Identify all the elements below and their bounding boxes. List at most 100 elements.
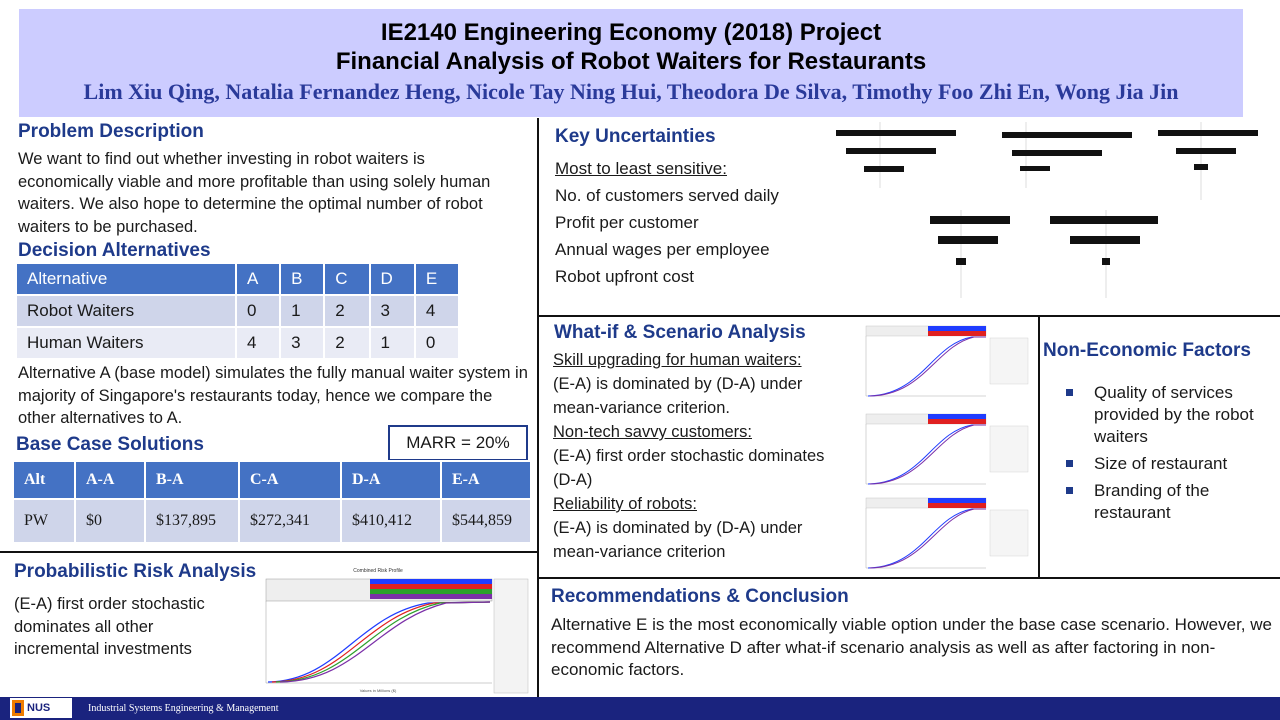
table-row: PW $0 $137,895 $272,341 $410,412 $544,85… [12, 498, 532, 544]
nus-logo-text: NUS [27, 702, 50, 714]
list-item: Size of restaurant [1062, 453, 1262, 475]
table-cell: 3 [279, 326, 326, 360]
table-cell: 1 [368, 326, 416, 360]
tornado-charts [836, 122, 1258, 298]
whatif-charts [852, 320, 1032, 574]
whatif-text: (E-A) is dominated by (D-A) under mean-v… [553, 375, 803, 417]
tornado-chart-5 [1050, 210, 1158, 298]
poster-authors: Lim Xiu Qing, Natalia Fernandez Heng, Ni… [83, 79, 1179, 104]
basecase-header-cell: A-A [74, 460, 146, 500]
series-bar-3 [370, 589, 492, 594]
basecase-header-cell: D-A [340, 460, 442, 500]
table-cell: $272,341 [238, 498, 342, 544]
table-cell: $410,412 [340, 498, 442, 544]
whatif-chart-1 [852, 320, 1032, 402]
table-row: Robot Waiters 0 1 2 3 4 [15, 294, 461, 328]
divider-recommendations [537, 577, 1280, 579]
table-cell: 0 [234, 294, 282, 328]
decision-header-cell: C [323, 262, 371, 296]
whatif-text: (E-A) first order stochastic dominates (… [553, 447, 825, 489]
table-cell: 2 [323, 326, 371, 360]
chart-stats-panel [493, 578, 529, 694]
table-cell: Human Waiters [15, 326, 237, 360]
list-item: Annual wages per employee [555, 240, 770, 259]
series-line-4 [279, 601, 491, 683]
poster-title-line1: IE2140 Engineering Economy (2018) Projec… [380, 19, 882, 46]
list-item: Profit per customer [555, 213, 699, 232]
risk-profile-chart: Combined Risk Profile Values in Millions… [258, 565, 530, 695]
decision-header-cell: E [413, 262, 461, 296]
decision-table-header: Alternative A B C D E [15, 262, 461, 296]
divider-risk [0, 551, 538, 553]
nonecon-item: Size of restaurant [1094, 454, 1228, 473]
chart-x-label: Values in Millions ($) [360, 688, 397, 693]
tornado-chart-4 [930, 210, 1010, 298]
table-cell: 2 [323, 294, 371, 328]
basecase-header-cell: C-A [238, 460, 342, 500]
table-cell: $0 [74, 498, 146, 544]
decision-note: Alternative A (base model) simulates the… [18, 364, 528, 427]
decision-title: Decision Alternatives [18, 240, 211, 261]
footer-text: Industrial Systems Engineering & Managem… [88, 703, 279, 714]
decision-header-cell: D [368, 262, 416, 296]
table-cell: Robot Waiters [15, 294, 237, 328]
decision-table: Alternative A B C D E Robot Waiters 0 1 … [15, 262, 461, 360]
series-line-2 [271, 601, 491, 683]
risk-text: (E-A) first order stochastic dominates a… [14, 595, 205, 658]
basecase-header-cell: Alt [12, 460, 76, 500]
series-line-3 [275, 601, 491, 683]
problem-title: Problem Description [18, 121, 204, 142]
nus-logo: NUS [10, 698, 72, 718]
table-cell: 0 [413, 326, 461, 360]
list-item: No. of customers served daily [555, 186, 779, 205]
decision-header-cell: B [279, 262, 326, 296]
divider-nonecon [1038, 316, 1040, 578]
tornado-chart-2 [1002, 122, 1132, 188]
nonecon-item: Quality of services provided by the robo… [1094, 383, 1254, 446]
tornado-chart-3 [1158, 122, 1258, 200]
whatif-heading: Non-tech savvy customers: [553, 423, 752, 441]
bullet-icon [1066, 389, 1073, 396]
uncertainties-subtitle: Most to least sensitive: [555, 159, 727, 178]
risk-title: Probabilistic Risk Analysis [14, 561, 257, 582]
series-bar-4 [370, 594, 492, 599]
table-cell: 3 [368, 294, 416, 328]
whatif-chart-3 [852, 492, 1032, 574]
recommendations-title: Recommendations & Conclusion [551, 586, 849, 607]
list-item: Quality of services provided by the robo… [1062, 382, 1262, 448]
series-line-1 [267, 601, 491, 683]
nonecon-title: Non-Economic Factors [1043, 340, 1251, 361]
uncertainties-list: Most to least sensitive: No. of customer… [555, 155, 779, 290]
bullet-icon [1066, 487, 1073, 494]
whatif-chart-2 [852, 408, 1032, 490]
table-row: Human Waiters 4 3 2 1 0 [15, 326, 461, 360]
uncertainties-title: Key Uncertainties [555, 126, 716, 147]
table-cell: 4 [234, 326, 282, 360]
whatif-heading: Reliability of robots: [553, 495, 697, 513]
poster-header: IE2140 Engineering Economy (2018) Projec… [19, 9, 1243, 117]
table-cell: PW [12, 498, 76, 544]
list-item: Branding of the restaurant [1062, 480, 1262, 524]
series-bar-2 [370, 584, 492, 589]
nonecon-list: Quality of services provided by the robo… [1062, 382, 1262, 529]
tornado-chart-1 [836, 122, 956, 188]
whatif-list: Skill upgrading for human waiters: (E-A)… [553, 348, 843, 564]
marr-box: MARR = 20% [388, 425, 528, 461]
divider-uncertainties [537, 315, 1280, 317]
whatif-heading: Skill upgrading for human waiters: [553, 351, 802, 369]
main-vertical-divider [537, 118, 539, 697]
basecase-header-cell: E-A [440, 460, 532, 500]
basecase-header-cell: B-A [144, 460, 240, 500]
whatif-title: What-if & Scenario Analysis [554, 322, 806, 343]
basecase-title: Base Case Solutions [16, 434, 204, 455]
list-item: Robot upfront cost [555, 267, 694, 286]
chart-title: Combined Risk Profile [353, 568, 403, 574]
footer-bar [0, 697, 1280, 720]
poster-title-line2: Financial Analysis of Robot Waiters for … [335, 48, 927, 75]
series-bar-1 [370, 579, 492, 584]
table-cell: $544,859 [440, 498, 532, 544]
bullet-icon [1066, 460, 1073, 467]
basecase-header: Alt A-A B-A C-A D-A E-A [12, 460, 532, 500]
table-cell: $137,895 [144, 498, 240, 544]
recommendations-text: Alternative E is the most economically v… [551, 615, 1272, 679]
